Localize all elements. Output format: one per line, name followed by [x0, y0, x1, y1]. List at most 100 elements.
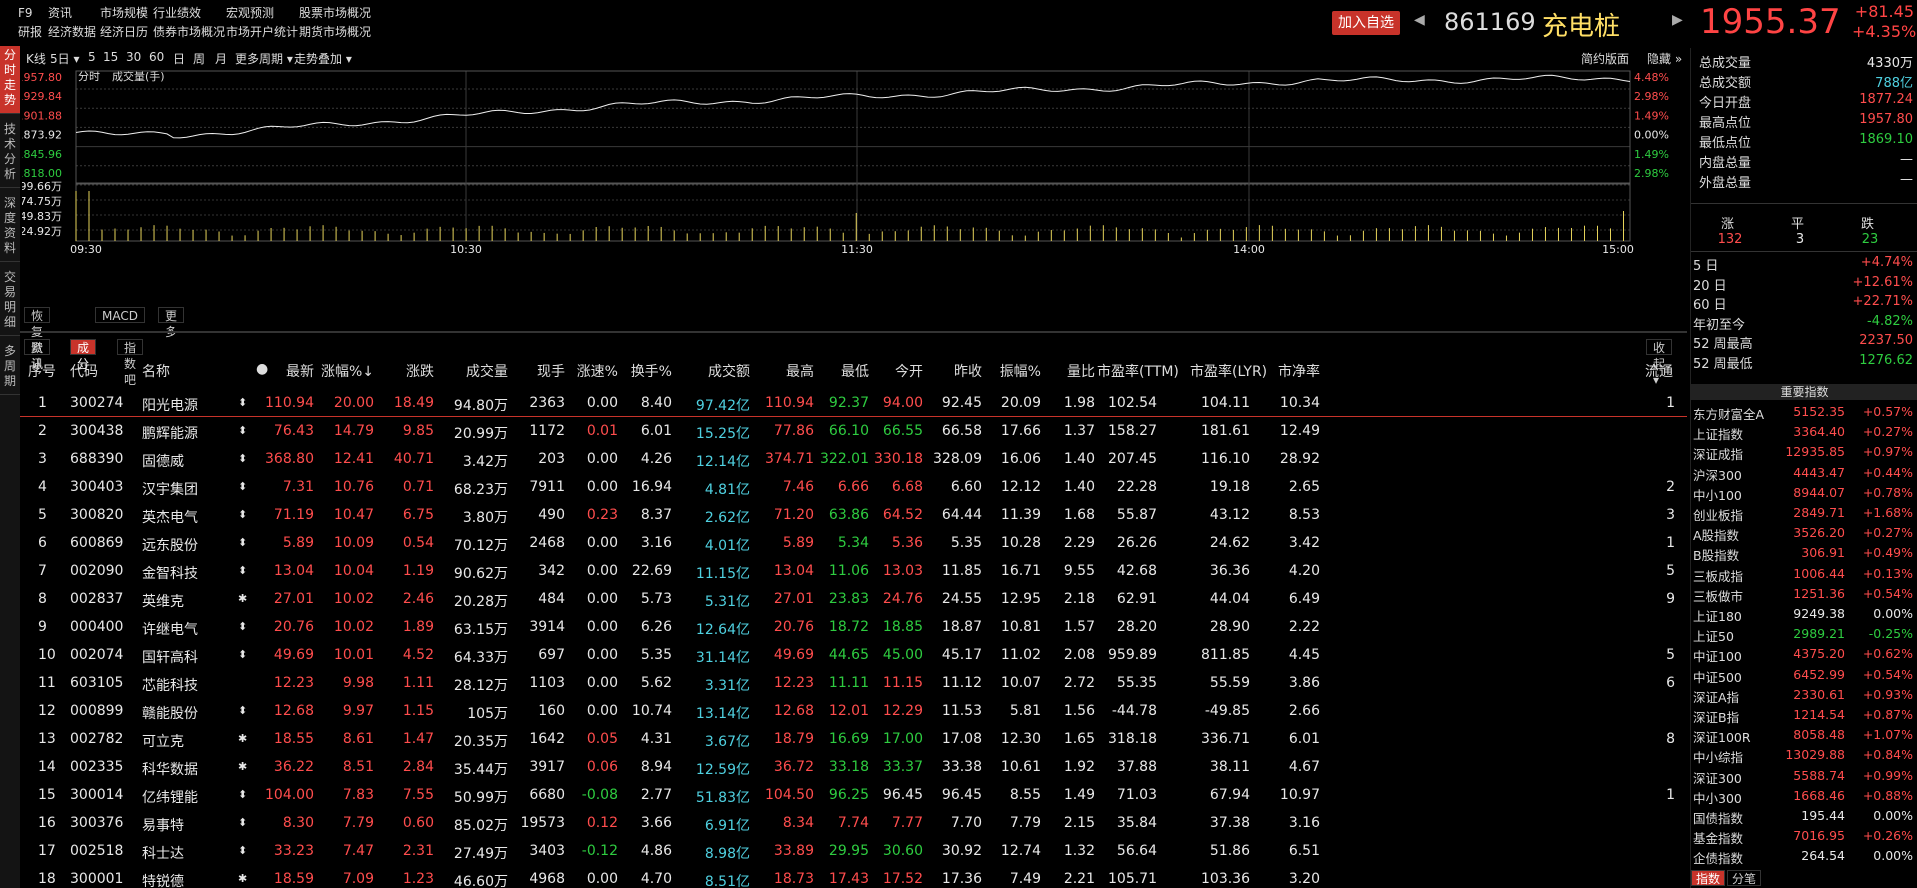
toolbar-item[interactable]: 5日 ▾	[50, 52, 80, 66]
index-row[interactable]: 中小300 1668.46 +0.88%	[1693, 788, 1915, 808]
table-row[interactable]: 3 688390 固德威 368.80 12.41 40.71 3.42万 203 0.00 4.…	[20, 445, 1687, 473]
toolbar-item[interactable]: K线	[26, 52, 46, 66]
table-header[interactable]: 换手%	[630, 364, 672, 380]
index-row[interactable]: 三板做市 1251.36 +0.54%	[1693, 586, 1915, 606]
table-row[interactable]: 1 300274 阳光电源 110.94 20.00 18.49 94.80万 2363 0.0…	[20, 389, 1687, 417]
table-row[interactable]: 18 300001 特锐德 18.59 7.09 1.23 46.60万 4968 0.00 4.…	[20, 865, 1687, 888]
panel-tab[interactable]: 分笔	[1727, 870, 1762, 886]
index-row[interactable]: 深证成指 12935.85 +0.97%	[1693, 444, 1915, 464]
table-header[interactable]: 振幅%	[999, 364, 1041, 380]
next-stock-arrow-icon[interactable]: ▶	[1672, 12, 1683, 28]
toolbar-item[interactable]: 30	[126, 50, 142, 64]
index-row[interactable]: 深证300 5588.74 +0.99%	[1693, 768, 1915, 788]
table-header[interactable]: 涨幅%↓	[320, 364, 374, 380]
index-row[interactable]: 上证180 9249.38 0.00%	[1693, 606, 1915, 626]
index-row[interactable]: 上证50 2989.21 -0.25%	[1693, 626, 1915, 646]
table-header[interactable]: ●	[256, 361, 269, 377]
menu-item[interactable]: 期货市场概况	[299, 25, 372, 39]
table-header[interactable]: 现手	[537, 364, 565, 380]
toolbar-item[interactable]: 走势叠加 ▾	[294, 52, 352, 66]
toolbar-item[interactable]: 5	[88, 50, 96, 64]
toolbar-item[interactable]: 日	[173, 52, 186, 66]
index-row[interactable]: B股指数 306.91 +0.49%	[1693, 545, 1915, 565]
menu-item[interactable]: 资讯	[48, 6, 73, 20]
table-header[interactable]: 涨跌	[406, 364, 434, 380]
table-row[interactable]: 5 300820 英杰电气 71.19 10.47 6.75 3.80万 490 0.23 8.3…	[20, 501, 1687, 529]
table-header[interactable]: 成交量	[466, 364, 508, 380]
index-row[interactable]: 深证B指 1214.54 +0.87%	[1693, 707, 1915, 727]
index-row[interactable]: 深证A指 2330.61 +0.93%	[1693, 687, 1915, 707]
table-header[interactable]: 涨速%	[576, 364, 618, 380]
table-row[interactable]: 14 002335 科华数据 36.22 8.51 2.84 35.44万 3917 0.06 8…	[20, 753, 1687, 781]
table-row[interactable]: 16 300376 易事特 8.30 7.79 0.60 85.02万 19573 0.12 3.…	[20, 809, 1687, 837]
menu-item[interactable]: 股票市场概况	[299, 6, 372, 20]
index-row[interactable]: 创业板指 2849.71 +1.68%	[1693, 505, 1915, 525]
toolbar-item[interactable]: 60	[149, 50, 165, 64]
menu-item[interactable]: 市场规模	[100, 6, 149, 20]
table-tab[interactable]: 资讯	[24, 339, 51, 371]
table-header[interactable]: 量比	[1067, 364, 1095, 380]
table-row[interactable]: 10 002074 国轩高科 49.69 10.01 4.52 64.33万 697 0.00 5…	[20, 641, 1687, 669]
table-header[interactable]: 最新	[286, 364, 314, 380]
index-row[interactable]: 三板成指 1006.44 +0.13%	[1693, 566, 1915, 586]
table-header[interactable]: 市盈率(LYR)	[1190, 364, 1268, 380]
index-row[interactable]: 中证500 6452.99 +0.54%	[1693, 667, 1915, 687]
index-row[interactable]: 中小100 8944.07 +0.78%	[1693, 485, 1915, 505]
panel-tab[interactable]: 指数	[1691, 870, 1726, 886]
table-header[interactable]: 流通	[1645, 364, 1673, 380]
table-header[interactable]: 市盈率(TTM)	[1097, 364, 1179, 380]
index-row[interactable]: 深证100R 8058.48 +1.07%	[1693, 727, 1915, 747]
menu-item[interactable]: 经济数据	[48, 25, 97, 39]
toolbar-item[interactable]: 15	[103, 50, 119, 64]
toolbar-item[interactable]: 月	[215, 52, 228, 66]
vtab-item[interactable]: 深度资料	[0, 194, 20, 262]
table-row[interactable]: 2 300438 鹏辉能源 76.43 14.79 9.85 20.99万 1172 0.01 6…	[20, 417, 1687, 445]
menu-item[interactable]: 宏观预测	[226, 6, 275, 20]
index-row[interactable]: A股指数 3526.20 +0.27%	[1693, 525, 1915, 545]
table-row[interactable]: 6 600869 远东股份 5.89 10.09 0.54 70.12万 2468 0.00 3.…	[20, 529, 1687, 557]
toolbar-right-item[interactable]: 简约版面	[1581, 52, 1630, 66]
vtab-item[interactable]: 多周期	[0, 342, 20, 395]
toolbar-right-item[interactable]: 隐藏 »	[1647, 52, 1683, 66]
table-header[interactable]: 名称	[142, 364, 170, 380]
menu-item[interactable]: 经济日历	[100, 25, 149, 39]
prev-stock-arrow-icon[interactable]: ◀	[1414, 12, 1425, 28]
table-header[interactable]: 成交额	[708, 364, 750, 380]
vtab-item[interactable]: 交易明细	[0, 268, 20, 336]
table-header[interactable]: 最高	[786, 364, 814, 380]
table-header[interactable]: 今开	[895, 364, 923, 380]
vtab-item[interactable]: 技术分析	[0, 120, 20, 188]
table-row[interactable]: 11 603105 芯能科技 12.23 9.98 1.11 28.12万 1103 0.00 5…	[20, 669, 1687, 697]
index-row[interactable]: 国债指数 195.44 0.00%	[1693, 808, 1915, 828]
table-row[interactable]: 9 000400 许继电气 20.76 10.02 1.89 63.15万 3914 0.00 6…	[20, 613, 1687, 641]
indicator-tab[interactable]: MACD	[95, 307, 145, 323]
menu-item[interactable]: 行业绩效	[153, 6, 202, 20]
index-row[interactable]: 企债指数 264.54 0.00%	[1693, 848, 1915, 868]
menu-item[interactable]: 研报	[18, 25, 43, 39]
table-header[interactable]: 代码	[70, 364, 98, 380]
toolbar-item[interactable]: 周	[193, 52, 206, 66]
table-header[interactable]: 昨收	[954, 364, 982, 380]
table-row[interactable]: 13 002782 可立克 18.55 8.61 1.47 20.35万 1642 0.05 4.…	[20, 725, 1687, 753]
table-tab[interactable]: 成分	[70, 339, 97, 371]
index-row[interactable]: 沪深300 4443.47 +0.44%	[1693, 465, 1915, 485]
table-row[interactable]: 15 300014 亿纬锂能 104.00 7.83 7.55 50.99万 6680 -0.0…	[20, 781, 1687, 809]
index-row[interactable]: 中证100 4375.20 +0.62%	[1693, 646, 1915, 666]
table-tab[interactable]: 指数吧	[117, 339, 144, 387]
menu-item[interactable]: 债券市场概况	[153, 25, 226, 39]
collapse-button[interactable]: 收起 ▾	[1646, 339, 1673, 387]
table-row[interactable]: 17 002518 科士达 33.23 7.47 2.31 27.49万 3403 -0.12 4…	[20, 837, 1687, 865]
index-row[interactable]: 中小综指 13029.88 +0.84%	[1693, 747, 1915, 767]
indicator-tab[interactable]: 恢复默认	[24, 307, 51, 371]
add-to-watchlist-button[interactable]: 加入自选	[1332, 11, 1400, 35]
table-row[interactable]: 4 300403 汉宇集团 7.31 10.76 0.71 68.23万 7911 0.00 16…	[20, 473, 1687, 501]
index-row[interactable]: 上证指数 3364.40 +0.27%	[1693, 424, 1915, 444]
table-row[interactable]: 12 000899 赣能股份 12.68 9.97 1.15 105万 160 0.00 10.7…	[20, 697, 1687, 725]
table-row[interactable]: 7 002090 金智科技 13.04 10.04 1.19 90.62万 342 0.00 22…	[20, 557, 1687, 585]
table-row[interactable]: 8 002837 英维克 27.01 10.02 2.46 20.28万 484 0.00 5.7…	[20, 585, 1687, 613]
vtab-item[interactable]: 分时走势	[0, 46, 20, 114]
menu-item[interactable]: 市场开户统计	[226, 25, 299, 39]
indicator-tab[interactable]: 更多	[158, 307, 185, 339]
toolbar-item[interactable]: 更多周期 ▾	[235, 52, 293, 66]
